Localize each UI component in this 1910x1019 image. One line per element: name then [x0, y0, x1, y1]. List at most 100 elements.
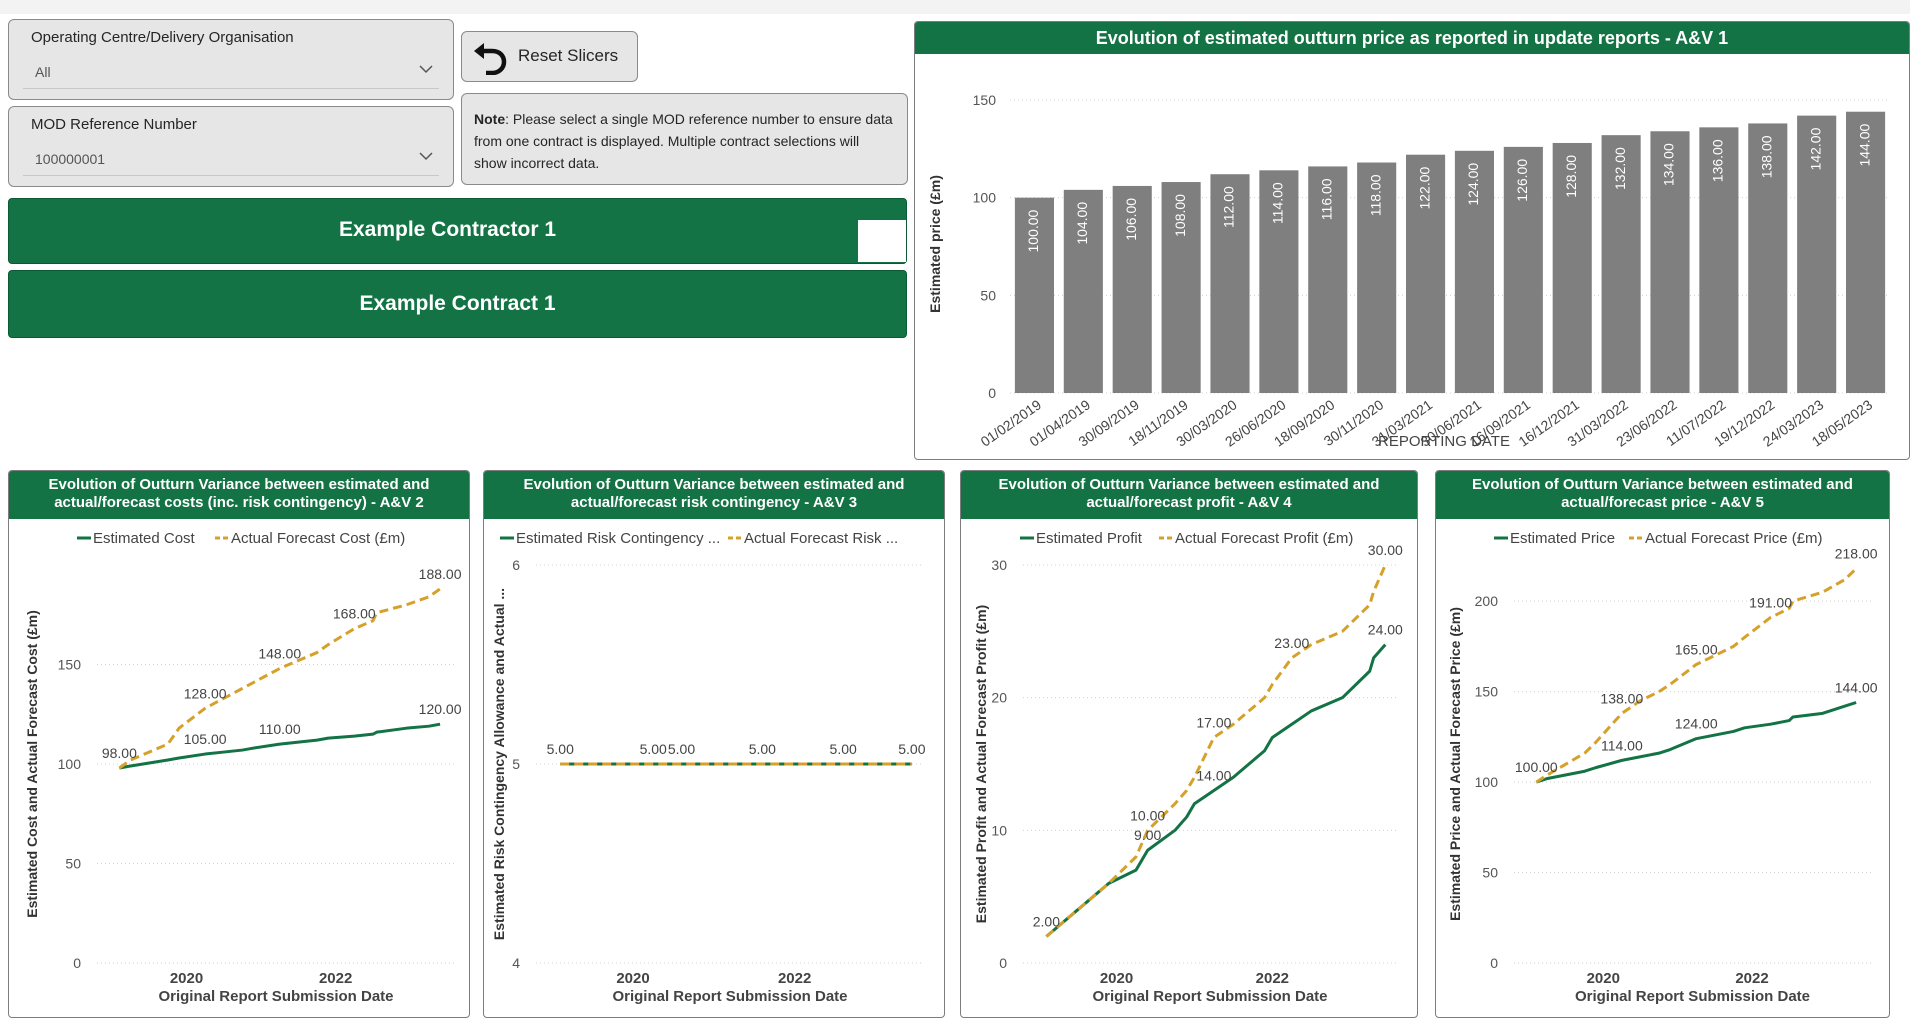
- legend-label: Actual Forecast Profit (£m): [1175, 530, 1353, 547]
- legend-label: Estimated Profit: [1036, 530, 1143, 547]
- chart-panel-av3: Evolution of Outturn Variance between es…: [483, 470, 945, 1018]
- y-tick-label: 0: [999, 955, 1007, 971]
- data-label: 218.00: [1835, 546, 1878, 562]
- x-axis-label: Original Report Submission Date: [158, 988, 393, 1005]
- data-label: 9.00: [1134, 827, 1161, 843]
- bar-value-label: 124.00: [1465, 163, 1481, 206]
- chevron-down-icon[interactable]: [417, 60, 435, 78]
- series-line: [118, 587, 441, 770]
- bar: [1601, 135, 1641, 393]
- data-label: 23.00: [1274, 635, 1309, 651]
- y-tick-label: 0: [1490, 955, 1498, 971]
- bar-value-label: 106.00: [1123, 198, 1139, 241]
- bar: [1014, 197, 1054, 393]
- bar: [1112, 185, 1152, 393]
- slicer-title: Operating Centre/Delivery Organisation: [31, 29, 294, 46]
- y-tick-label: 20: [991, 690, 1007, 706]
- bar-value-label: 136.00: [1710, 139, 1726, 182]
- y-axis-label: Estimated Price and Actual Forecast Pric…: [1447, 607, 1463, 921]
- top-strip: [0, 0, 1910, 14]
- chart-title: Evolution of Outturn Variance between es…: [961, 471, 1417, 519]
- bar-value-label: 122.00: [1416, 166, 1432, 209]
- banner-white-notch: [858, 220, 906, 262]
- bar-value-label: 138.00: [1758, 135, 1774, 178]
- y-tick-label: 150: [58, 657, 82, 673]
- undo-icon: [474, 43, 507, 75]
- data-label: 110.00: [259, 721, 301, 737]
- chart-title: Evolution of Outturn Variance between es…: [1436, 471, 1889, 519]
- bar: [1650, 131, 1690, 393]
- note-text: : Please select a single MOD reference n…: [474, 111, 893, 171]
- x-tick-label: 2020: [1587, 970, 1620, 987]
- data-label: 100.00: [1515, 759, 1558, 775]
- data-label: 124.00: [1675, 716, 1718, 732]
- y-axis-label: Estimated Profit and Actual Forecast Pro…: [973, 605, 989, 923]
- x-tick-label: 2022: [319, 970, 352, 987]
- y-tick-label: 150: [973, 92, 997, 108]
- y-axis-label: Estimated price (£m): [927, 175, 943, 313]
- bar: [1846, 111, 1886, 393]
- x-axis-label: Original Report Submission Date: [1575, 988, 1810, 1005]
- contract-name: Example Contract 1: [359, 292, 556, 315]
- data-label: 188.00: [419, 566, 462, 582]
- data-label: 148.00: [258, 645, 301, 661]
- data-label: 128.00: [184, 685, 227, 701]
- reset-slicers-button[interactable]: Reset Slicers: [461, 31, 638, 82]
- bar: [1503, 146, 1543, 393]
- y-axis-label: Estimated Cost and Actual Forecast Cost …: [24, 610, 40, 918]
- bar: [1552, 142, 1592, 393]
- data-label: 165.00: [1675, 642, 1718, 658]
- x-axis-label: Original Report Submission Date: [612, 988, 847, 1005]
- bar: [1797, 115, 1837, 394]
- series-line: [1535, 567, 1858, 784]
- chart-panel-av1: Evolution of estimated outturn price as …: [914, 21, 1910, 460]
- y-tick-label: 100: [973, 190, 997, 206]
- legend-label: Estimated Price: [1510, 530, 1615, 547]
- y-tick-label: 4: [512, 955, 520, 971]
- bar: [1454, 150, 1494, 393]
- slicer-underline: [23, 175, 439, 176]
- bar-value-label: 118.00: [1367, 174, 1383, 216]
- data-label: 24.00: [1368, 622, 1403, 638]
- data-label: 5.00: [668, 741, 695, 757]
- data-label: 191.00: [1749, 594, 1792, 610]
- bar: [1063, 189, 1103, 393]
- y-tick-label: 10: [991, 822, 1007, 838]
- bar-value-label: 144.00: [1856, 124, 1872, 167]
- bar-value-label: 108.00: [1172, 194, 1188, 237]
- data-label: 144.00: [1835, 679, 1878, 695]
- data-label: 30.00: [1368, 542, 1403, 558]
- y-tick-label: 200: [1475, 593, 1499, 609]
- bar: [1161, 182, 1201, 393]
- chevron-down-icon[interactable]: [417, 147, 435, 165]
- bar-value-label: 142.00: [1807, 127, 1823, 170]
- legend-label: Estimated Risk Contingency ...: [516, 530, 720, 547]
- legend-label: Actual Forecast Price (£m): [1645, 530, 1823, 547]
- y-tick-label: 30: [991, 557, 1007, 573]
- slicer-value[interactable]: 100000001: [35, 151, 106, 167]
- operating-centre-slicer[interactable]: Operating Centre/Delivery Organisation A…: [8, 19, 454, 100]
- bar: [1210, 174, 1250, 393]
- bar: [1357, 162, 1397, 393]
- legend-label: Estimated Cost: [93, 530, 196, 547]
- bar: [1406, 154, 1446, 393]
- y-tick-label: 50: [980, 287, 996, 303]
- bar: [1259, 170, 1299, 393]
- data-label: 120.00: [419, 701, 462, 717]
- chart-panel-av5: Evolution of Outturn Variance between es…: [1435, 470, 1890, 1018]
- x-tick-label: 2022: [1735, 970, 1768, 987]
- mod-reference-slicer[interactable]: MOD Reference Number 100000001: [8, 106, 454, 187]
- data-label: 138.00: [1600, 690, 1643, 706]
- y-tick-label: 150: [1475, 684, 1499, 700]
- series-line: [119, 722, 441, 770]
- slicer-value[interactable]: All: [35, 64, 51, 80]
- chart-title: Evolution of Outturn Variance between es…: [9, 471, 469, 519]
- data-label: 168.00: [333, 606, 376, 622]
- x-tick-label: 2022: [1256, 970, 1289, 987]
- data-label: 114.00: [1601, 737, 1643, 753]
- data-label: 17.00: [1196, 714, 1231, 730]
- y-tick-label: 100: [58, 756, 82, 772]
